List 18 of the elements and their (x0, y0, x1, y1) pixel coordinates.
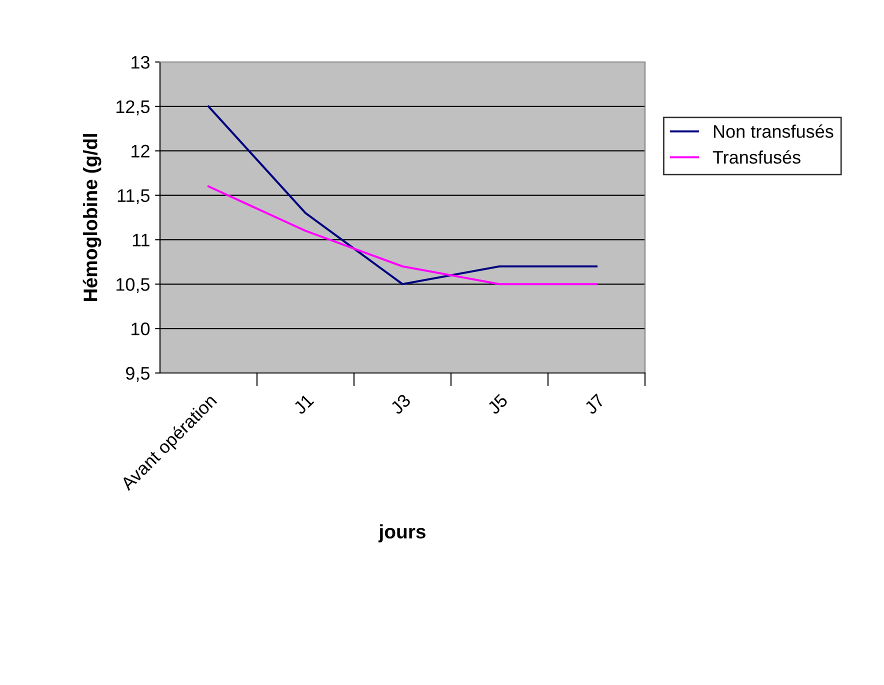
y-tick-label: 11 (132, 234, 150, 246)
y-axis-title: Hémoglobine (g/dl (82, 134, 102, 301)
x-tick-label: J7 (584, 394, 606, 416)
x-tick-label: J5 (486, 393, 508, 416)
y-tick-label: 10 (132, 322, 150, 336)
y-tick-label: 12 (132, 144, 150, 158)
y-tick-label: 9,5 (126, 366, 150, 382)
line-series (207, 185, 598, 286)
x-tick-label: J3 (390, 393, 412, 416)
legend-label: Transfusés (712, 150, 800, 164)
x-tick-label: J1 (292, 394, 314, 416)
y-tick-label: 13 (132, 56, 150, 69)
legend-label: Non transfusés (714, 124, 834, 138)
x-axis-title: jours (378, 524, 426, 542)
y-tick-label: 10,5 (116, 278, 150, 293)
line-series (207, 105, 598, 286)
y-tick-label: 12,5 (116, 100, 150, 116)
y-tick-label: 11,5 (118, 189, 150, 204)
